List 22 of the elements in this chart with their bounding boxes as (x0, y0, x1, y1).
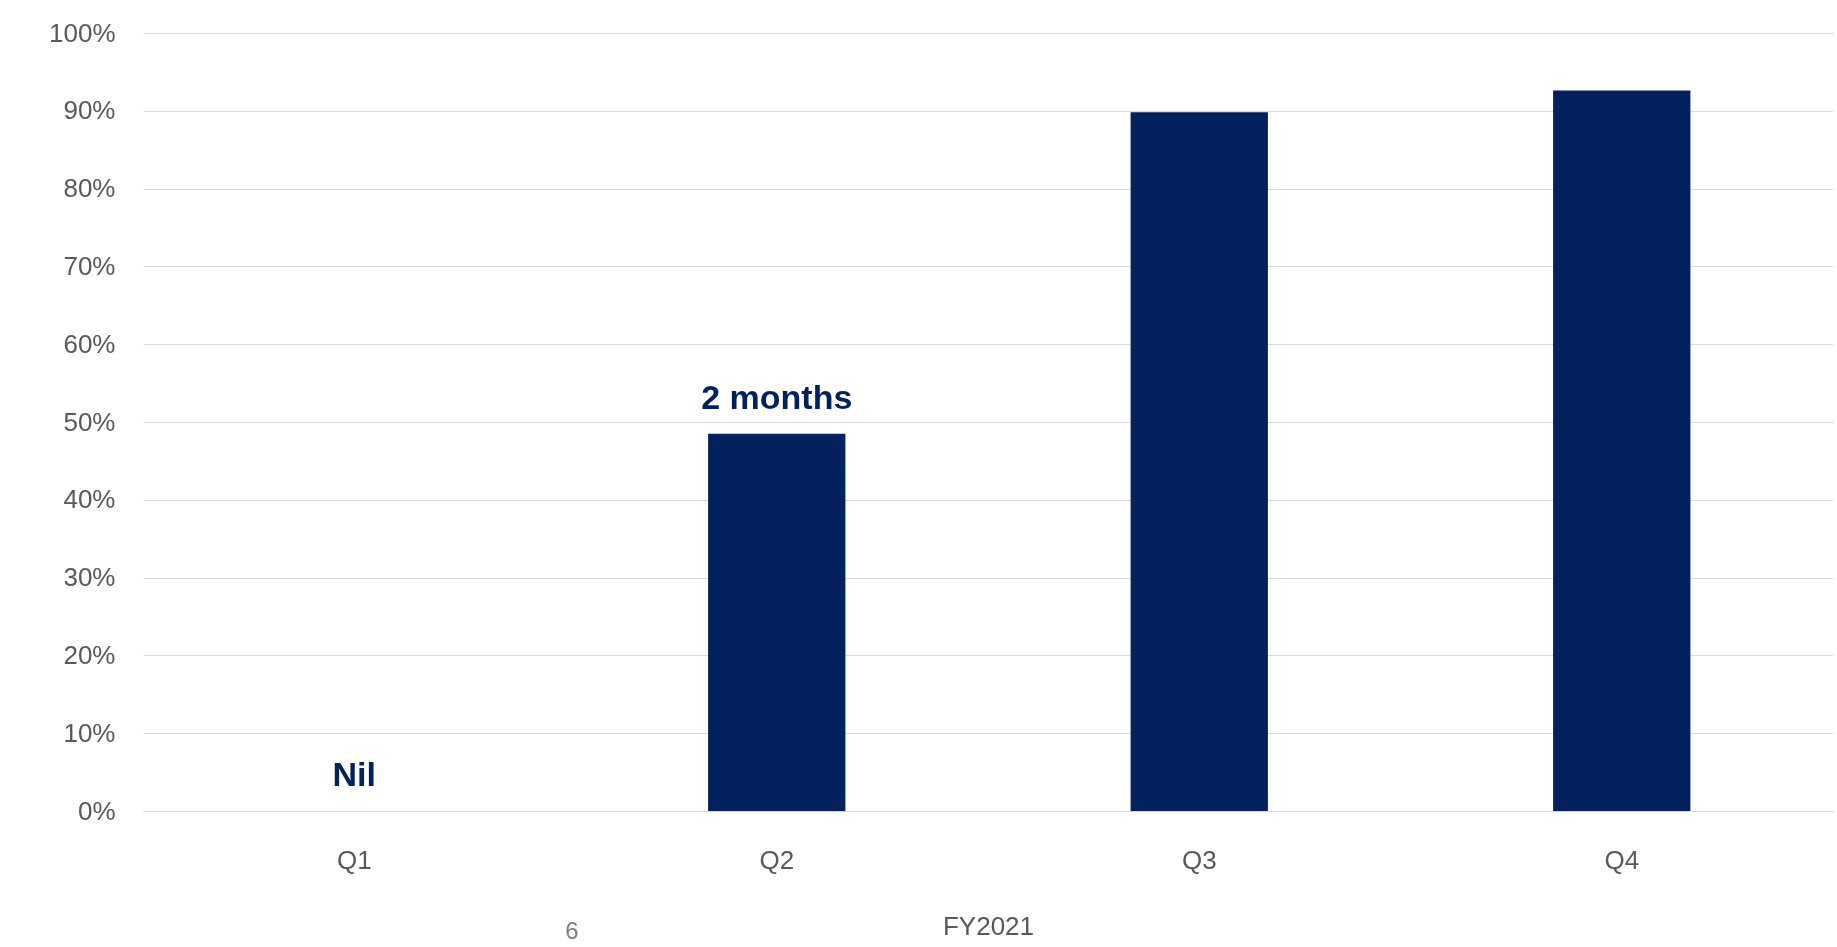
x-axis-title: FY2021 (942, 910, 1035, 941)
y-tick-label: 100% (49, 17, 116, 48)
y-tick-label: 10% (63, 717, 116, 748)
bar (708, 433, 846, 811)
y-tick-label: 50% (63, 406, 116, 437)
x-tick-label: Q3 (1181, 844, 1217, 875)
text: 6 (565, 917, 579, 944)
y-tick-label: 40% (63, 484, 116, 515)
x-tick-label: Q2 (759, 844, 795, 875)
annotation: 2 months (701, 377, 853, 416)
y-tick-label: 20% (63, 639, 116, 670)
y-tick-label: 70% (63, 250, 116, 281)
x-tick-label: Q1 (336, 844, 372, 875)
x-tick-label: Q4 (1604, 844, 1640, 875)
annotation: Nil (332, 755, 376, 793)
bar (1130, 112, 1268, 811)
y-tick-label: 0% (77, 795, 116, 826)
y-tick-label: 60% (63, 328, 116, 359)
y-tick-label: 80% (63, 173, 116, 204)
y-tick-label: 30% (63, 562, 116, 593)
y-tick-label: 90% (63, 95, 116, 126)
bar (1553, 90, 1691, 811)
